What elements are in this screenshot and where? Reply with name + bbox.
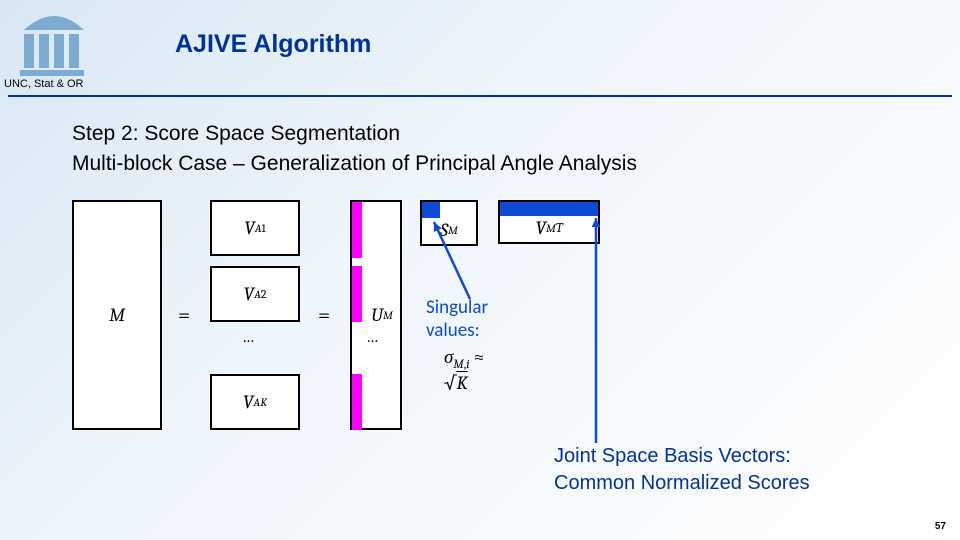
ellipsis-1: … — [242, 328, 254, 346]
matrix-VA2: VA2 — [210, 266, 300, 322]
blue-block-SM — [422, 202, 440, 218]
body-line1: Step 2: Score Space Segmentation — [72, 122, 400, 146]
body-line2: Multi-block Case – Generalization of Pri… — [72, 152, 637, 176]
caption-line1: Joint Space Basis Vectors: — [554, 445, 791, 468]
slide-title: AJIVE Algorithm — [175, 30, 371, 59]
unc-logo — [18, 8, 90, 83]
matrix-VA1: VA1 — [210, 200, 300, 256]
caption-line2: Common Normalized Scores — [554, 472, 810, 495]
page-number: 57 — [935, 521, 946, 532]
equals-1: = — [178, 302, 190, 328]
ellipsis-2: … — [366, 328, 378, 346]
matrix-M: M — [72, 200, 162, 430]
pink-strip-2 — [352, 374, 362, 430]
pink-strip-0 — [352, 202, 362, 258]
blue-block-VMT — [500, 202, 598, 216]
pink-strip-1 — [352, 266, 362, 322]
singular-values-annotation: Singular values:σM,i ≈ √K — [426, 296, 488, 395]
header-divider — [8, 95, 952, 97]
slide-subtitle: UNC, Stat & OR — [4, 78, 83, 90]
matrix-VAK: VAK — [210, 374, 300, 430]
equals-2: = — [318, 302, 330, 328]
